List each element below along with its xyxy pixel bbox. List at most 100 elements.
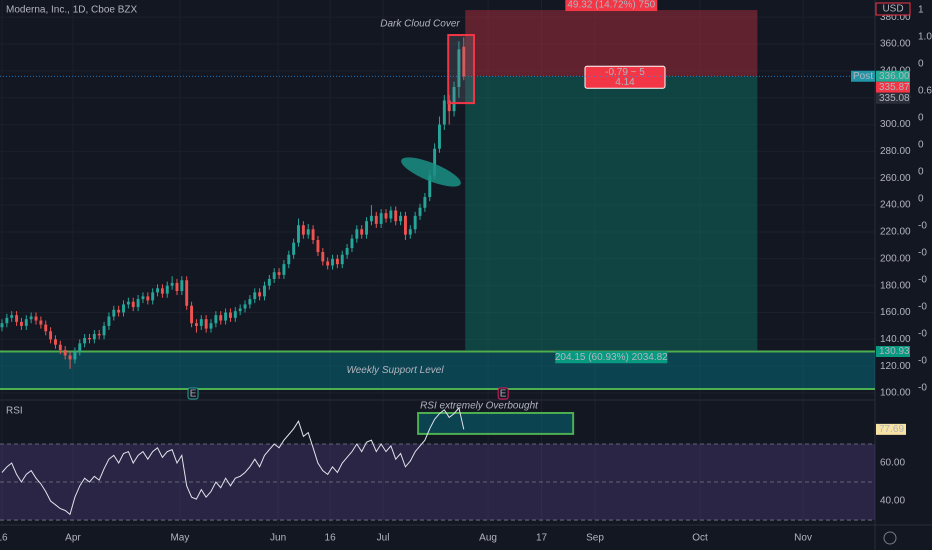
candle-body (379, 213, 383, 224)
x-tick-label: Nov (794, 533, 812, 544)
candle-body (190, 305, 194, 324)
earnings-marker (497, 387, 509, 400)
candle-body (340, 254, 344, 265)
candle-body (78, 343, 82, 352)
earnings-marker (187, 387, 199, 400)
candle-body (355, 229, 359, 239)
y-tick-label: 260.00 (880, 173, 911, 184)
price-tag (876, 92, 910, 104)
post-tag-label: Post (853, 71, 873, 82)
price-tag-label: 336.00 (879, 71, 910, 82)
x-tick-label: Apr (65, 533, 81, 544)
target-tag (555, 351, 668, 364)
rsi-annotation-label: RSI extremely Overbought (420, 401, 539, 412)
candle-body (204, 319, 208, 329)
candle-body (160, 288, 164, 294)
candle-body (394, 210, 398, 222)
price-tag-label: 130.93 (879, 346, 910, 357)
y-tick-label: 120.00 (880, 361, 911, 372)
candle-body (58, 344, 62, 351)
candle-body (369, 215, 373, 222)
candle-body (112, 309, 116, 317)
candle-body (199, 319, 203, 326)
candle-body (267, 278, 271, 286)
side-scale-label: -0 (918, 329, 927, 340)
candle-body (34, 316, 38, 321)
candle-body (277, 272, 281, 275)
candle-body (185, 280, 189, 306)
candle-body (194, 323, 198, 326)
price-tag-label: 335.87 (879, 82, 910, 93)
candle-body (374, 215, 378, 224)
earnings-label: E (500, 389, 507, 400)
side-scale-label: -0 (918, 248, 927, 259)
candle-body (442, 100, 446, 125)
candle-body (452, 86, 456, 112)
candle-body (301, 225, 305, 235)
candle-body (433, 148, 437, 176)
candle-body (335, 258, 339, 265)
x-tick-label: Jun (270, 533, 286, 544)
x-tick-label: Sep (586, 533, 604, 544)
candle-body (73, 351, 77, 360)
target-label: 204.15 (60.93%) 2034.82 (555, 352, 668, 363)
candle-body (219, 315, 223, 321)
x-tick-label: 16 (0, 533, 8, 544)
y-tick-label: 300.00 (880, 119, 911, 130)
settings-icon[interactable] (883, 531, 897, 545)
target-zone (465, 76, 758, 351)
price-tag-label: 335.08 (879, 93, 910, 104)
y-tick-label: 360.00 (880, 39, 911, 50)
candle-body (126, 301, 130, 305)
price-tag (876, 81, 910, 93)
candle-body (331, 258, 334, 266)
candle-body (248, 299, 252, 305)
y-tick-label: 220.00 (880, 227, 911, 238)
pattern-label: Dark Cloud Cover (380, 19, 460, 30)
currency-tag (875, 2, 911, 16)
candle-body (263, 285, 266, 297)
support-label: Weekly Support Level (346, 365, 444, 376)
x-tick-label: 16 (325, 533, 337, 544)
candle-body (19, 321, 23, 326)
candle-body (39, 320, 43, 325)
candle-body (0, 323, 4, 328)
candle-body (228, 312, 232, 318)
candle-body (10, 315, 14, 318)
x-tick-label: Oct (692, 533, 708, 544)
candle-body (457, 49, 461, 87)
y-tick-label: 180.00 (880, 280, 911, 291)
candle-body (5, 317, 9, 324)
candle-body (151, 292, 155, 301)
candle-body (272, 272, 276, 279)
side-scale-label: 0 (918, 59, 924, 70)
rsi-annotation-box (417, 411, 575, 435)
candle-body (141, 296, 145, 300)
candle-body (175, 282, 179, 292)
x-tick-label: 17 (536, 533, 548, 544)
candle-body (49, 331, 53, 340)
candle-body (408, 229, 412, 235)
rsi-value-label: 77.69 (879, 424, 904, 435)
candle-body (136, 299, 140, 308)
candle-body (214, 315, 218, 324)
pattern-box (447, 34, 475, 105)
side-scale-label: -0 (918, 221, 927, 232)
side-scale-label: 0 (918, 140, 924, 151)
candle-body (287, 254, 291, 265)
candle-body (350, 238, 354, 249)
candle-body (117, 309, 121, 313)
candle-body (165, 285, 169, 294)
candle-body (83, 337, 87, 344)
candle-body (292, 242, 296, 255)
candle-body (238, 308, 242, 312)
highlight-ellipse (401, 157, 461, 187)
y-tick-label: 200.00 (880, 253, 911, 264)
candle-body (423, 197, 427, 208)
candle-body (180, 280, 184, 292)
candle-body (156, 288, 159, 293)
post-tag (851, 70, 875, 82)
rsi-tick-label: 60.00 (880, 458, 905, 469)
